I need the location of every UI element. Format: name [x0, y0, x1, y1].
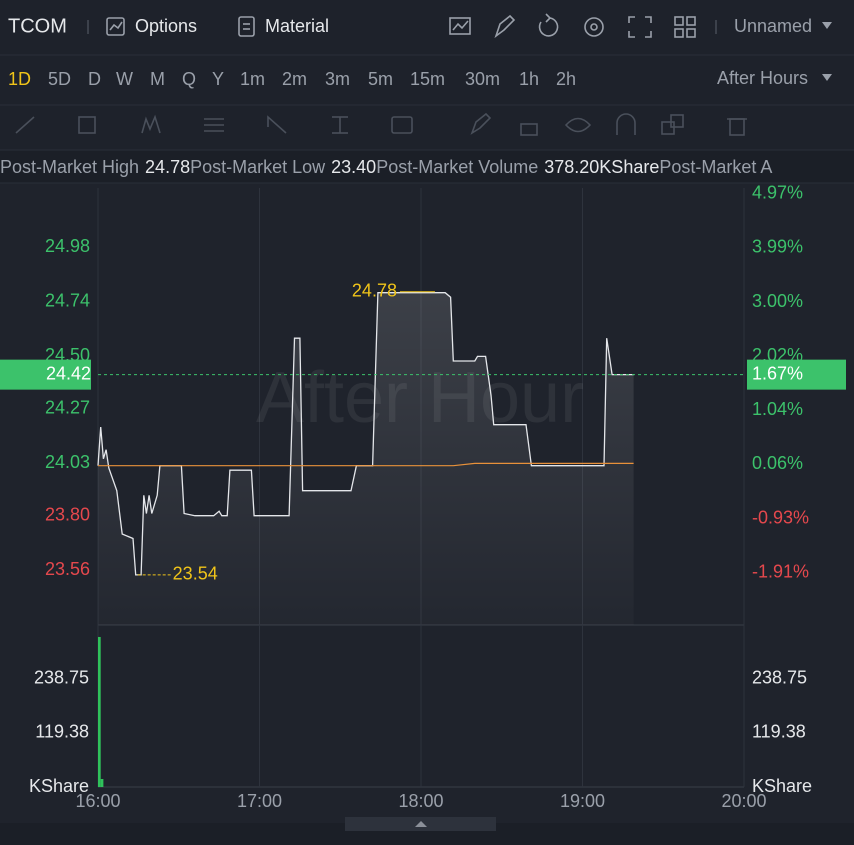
x-tick-label: 18:00 [398, 791, 443, 811]
session-select[interactable]: After Hours [717, 68, 808, 88]
price-line [97, 292, 634, 576]
x-tick-label: 16:00 [75, 791, 120, 811]
stats-line: Post-Market High 24.78Post-Market Low 23.4… [0, 157, 772, 177]
period-button[interactable]: 1m [240, 69, 265, 89]
volume-tick-label: 238.75 [752, 668, 807, 688]
x-tick-label: 17:00 [237, 791, 282, 811]
x-tick-label: 19:00 [560, 791, 605, 811]
period-bar: 1D 5D D W M Q Y 1m 2m 3m 5m 15m 30m 1h 2h [8, 69, 576, 89]
tool-icon[interactable] [332, 116, 348, 134]
average-line [98, 462, 634, 467]
tool-icon[interactable] [564, 117, 592, 133]
period-button[interactable]: M [150, 69, 165, 89]
period-button[interactable]: 3m [325, 69, 350, 89]
y2-tick-label: 3.99% [752, 236, 803, 256]
tool-icon[interactable] [78, 116, 96, 134]
period-button[interactable]: 1D [8, 69, 31, 89]
tool-icon[interactable] [204, 118, 224, 132]
period-button[interactable]: D [88, 69, 101, 89]
tool-icon[interactable] [520, 123, 538, 136]
dropdown-arrow[interactable] [822, 74, 832, 81]
y-tick-label: 24.27 [45, 398, 90, 418]
volume-tick-label: 119.38 [752, 722, 806, 742]
volume-bar [100, 778, 104, 787]
refresh-icon[interactable] [538, 13, 559, 37]
tool-icon[interactable] [15, 116, 35, 134]
last-price-box [0, 359, 91, 390]
options-button[interactable]: Options [135, 16, 197, 36]
period-button[interactable]: 15m [410, 69, 445, 89]
layout-name[interactable]: Unnamed [734, 16, 812, 36]
tool-icon[interactable] [141, 114, 161, 134]
draw-icon[interactable] [494, 14, 516, 39]
period-button[interactable]: 5m [368, 69, 393, 89]
layout-icon[interactable] [674, 16, 696, 38]
period-button[interactable]: 2m [282, 69, 307, 89]
toolbar-bg [0, 0, 854, 150]
stat-value: 24.78 [145, 157, 190, 177]
stat-label: Post-Market A [659, 157, 772, 177]
tool-icon[interactable] [727, 118, 747, 136]
tool-icon[interactable] [616, 113, 636, 135]
y-tick-label: 24.03 [45, 452, 90, 472]
period-button[interactable]: 1h [519, 69, 539, 89]
tool-icon[interactable] [391, 116, 413, 134]
symbol[interactable]: TCOM [8, 15, 67, 37]
volume-bar [98, 636, 101, 787]
stat-value: 378.20KShare [544, 157, 659, 177]
y-tick-label: 24.74 [45, 291, 90, 311]
volume-tick-label: 119.38 [35, 722, 89, 742]
annotation: 24.78 [352, 280, 397, 300]
stat-value: 23.40 [331, 157, 376, 177]
period-button[interactable]: 30m [465, 69, 500, 89]
stat-label: Post-Market Volume [376, 157, 538, 177]
y2-tick-label: 1.04% [752, 399, 803, 419]
volume-tick-label: 238.75 [34, 668, 89, 688]
period-button[interactable]: Q [182, 69, 196, 89]
scroll-arrow[interactable] [415, 821, 427, 827]
drawing-tools [15, 112, 747, 136]
y2-tick-label: -1.91% [752, 561, 809, 581]
last-pct: 1.67% [752, 363, 803, 383]
tool-icon[interactable] [661, 114, 684, 135]
y2-tick-label: 3.00% [752, 291, 803, 311]
settings-icon[interactable] [584, 17, 604, 37]
tool-icon[interactable] [470, 112, 492, 135]
x-tick-label: 20:00 [721, 791, 766, 811]
y2-tick-label: 0.06% [752, 453, 803, 473]
volume-unit: KShare [752, 776, 812, 796]
y-tick-label: 23.80 [45, 505, 90, 525]
y2-tick-label: -0.93% [752, 507, 809, 527]
y-tick-label: 24.98 [45, 236, 90, 256]
dropdown-arrow[interactable] [822, 22, 832, 29]
y2-tick-label: 4.97% [752, 182, 803, 202]
y-tick-label: 23.56 [45, 559, 90, 579]
period-button[interactable]: W [116, 69, 133, 89]
price-area [98, 292, 634, 625]
period-button[interactable]: Y [212, 69, 224, 89]
indicator-icon[interactable] [449, 17, 471, 35]
period-button[interactable]: 2h [556, 69, 576, 89]
last-pct-box [747, 359, 846, 390]
material-icon[interactable] [238, 16, 255, 37]
volume-unit: KShare [29, 776, 89, 796]
period-button[interactable]: 5D [48, 69, 71, 89]
annotation: 23.54 [173, 564, 218, 584]
tool-icon[interactable] [267, 115, 287, 134]
fullscreen-icon[interactable] [628, 16, 652, 38]
material-button[interactable]: Material [265, 16, 329, 36]
stat-label: Post-Market Low [190, 157, 326, 177]
options-icon[interactable] [106, 17, 125, 36]
last-price: 24.42 [46, 363, 91, 383]
stat-label: Post-Market High [0, 157, 139, 177]
